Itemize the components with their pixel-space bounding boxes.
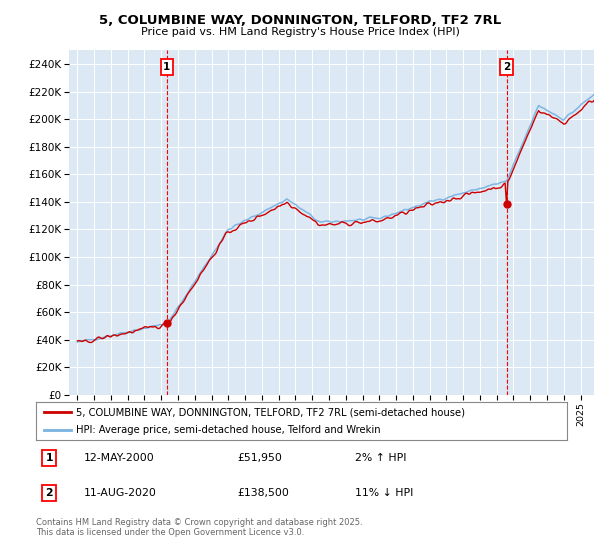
Text: 2: 2 [46, 488, 53, 498]
Text: 2: 2 [503, 62, 510, 72]
Text: Price paid vs. HM Land Registry's House Price Index (HPI): Price paid vs. HM Land Registry's House … [140, 27, 460, 37]
Text: 5, COLUMBINE WAY, DONNINGTON, TELFORD, TF2 7RL: 5, COLUMBINE WAY, DONNINGTON, TELFORD, T… [99, 14, 501, 27]
Text: HPI: Average price, semi-detached house, Telford and Wrekin: HPI: Average price, semi-detached house,… [76, 425, 380, 435]
Text: 5, COLUMBINE WAY, DONNINGTON, TELFORD, TF2 7RL (semi-detached house): 5, COLUMBINE WAY, DONNINGTON, TELFORD, T… [76, 407, 465, 417]
Text: 2% ↑ HPI: 2% ↑ HPI [355, 453, 406, 463]
Text: 1: 1 [46, 453, 53, 463]
Text: £51,950: £51,950 [238, 453, 283, 463]
Text: 1: 1 [163, 62, 170, 72]
Text: £138,500: £138,500 [238, 488, 290, 498]
Text: 12-MAY-2000: 12-MAY-2000 [84, 453, 155, 463]
Text: 11% ↓ HPI: 11% ↓ HPI [355, 488, 413, 498]
Text: Contains HM Land Registry data © Crown copyright and database right 2025.
This d: Contains HM Land Registry data © Crown c… [36, 518, 362, 538]
Text: 11-AUG-2020: 11-AUG-2020 [84, 488, 157, 498]
